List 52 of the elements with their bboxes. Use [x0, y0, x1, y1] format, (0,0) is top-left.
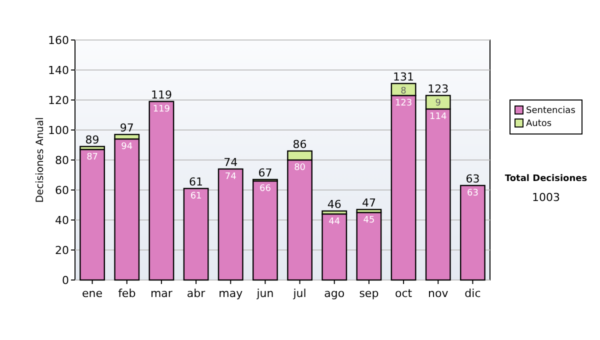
total-label: 123: [428, 82, 449, 96]
x-tick-label: ene: [82, 287, 103, 300]
total-label: 67: [258, 166, 272, 180]
y-tick-label: 60: [55, 184, 69, 197]
y-tick-label: 0: [62, 274, 69, 287]
data-label: 123: [394, 98, 412, 108]
data-label: 66: [259, 184, 272, 194]
x-tick-label: feb: [118, 287, 136, 300]
x-tick-label: abr: [186, 287, 206, 300]
total-label: 74: [224, 156, 238, 169]
data-label: 44: [328, 217, 340, 227]
x-tick-label: jul: [292, 287, 306, 300]
y-tick-label: 20: [55, 244, 69, 257]
y-tick-label: 140: [48, 64, 69, 77]
y-tick-label: 160: [48, 34, 69, 47]
legend-label: Sentencias: [526, 106, 576, 116]
y-tick-label: 100: [48, 124, 69, 137]
x-tick-label: oct: [394, 287, 413, 300]
y-tick-label: 120: [48, 94, 69, 107]
data-label: 80: [294, 163, 306, 173]
total-label: 131: [393, 70, 414, 84]
data-label: 8: [400, 86, 407, 96]
total-label: 63: [466, 172, 480, 186]
y-tick-label: 40: [55, 214, 69, 227]
data-label: 87: [86, 152, 98, 162]
total-label: 86: [292, 138, 307, 151]
data-label: 74: [224, 172, 237, 182]
total-label: 119: [150, 88, 172, 102]
total-label: 61: [189, 176, 204, 188]
x-tick-label: dic: [464, 287, 481, 300]
total-label: 47: [362, 196, 376, 210]
data-label: 9: [435, 98, 442, 108]
x-tick-label: ago: [324, 287, 345, 300]
data-label: 94: [121, 142, 133, 152]
x-tick-label: mar: [150, 287, 173, 300]
data-label: 63: [466, 188, 478, 198]
text: Total Decisiones: [504, 174, 588, 184]
y-tick-label: 80: [55, 154, 69, 167]
total-label: 89: [85, 134, 100, 146]
data-label: 61: [190, 192, 202, 202]
data-label: 119: [152, 104, 170, 114]
data-label: 45: [363, 216, 375, 226]
total-label: 97: [120, 122, 134, 134]
y-axis-title: Decisiones Anual: [35, 117, 46, 203]
x-tick-label: sep: [359, 287, 379, 300]
x-tick-label: may: [218, 287, 244, 300]
legend-label: Autos: [526, 119, 552, 129]
total-label: 46: [327, 198, 342, 211]
data-label: 114: [430, 112, 447, 122]
text: 1003: [532, 191, 560, 204]
x-tick-label: jun: [256, 287, 274, 300]
x-tick-label: nov: [428, 287, 449, 300]
